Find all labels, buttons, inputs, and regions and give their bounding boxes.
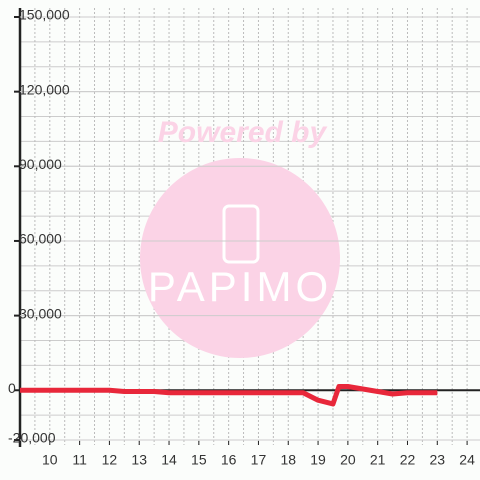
x-tick-label: 23 [430, 452, 446, 468]
x-tick-label: 10 [42, 452, 58, 468]
x-tick-label: 14 [161, 452, 177, 468]
x-tick-label: 17 [251, 452, 267, 468]
x-tick-label: 20 [340, 452, 356, 468]
y-tick-label: 30,000 [19, 305, 62, 321]
watermark-logo: PAPIMO [148, 263, 332, 310]
x-tick-label: 12 [102, 452, 118, 468]
watermark-icon [222, 204, 260, 264]
y-tick-label: 150,000 [19, 7, 70, 23]
x-tick-label: 13 [131, 452, 147, 468]
x-tick-label: 24 [459, 452, 475, 468]
y-tick-label: 60,000 [19, 231, 62, 247]
data-line [20, 384, 438, 407]
x-tick-label: 21 [370, 452, 386, 468]
watermark-text: Powered by [158, 116, 328, 149]
y-tick-label: 90,000 [19, 156, 62, 172]
y-tick-label: 0 [8, 380, 16, 396]
x-tick-label: 22 [400, 452, 416, 468]
x-tick-label: 18 [280, 452, 296, 468]
watermark-circle [140, 158, 340, 358]
y-tick-label: -20,000 [8, 430, 56, 446]
y-tick-label: 120,000 [19, 81, 70, 97]
x-tick-label: 16 [221, 452, 237, 468]
x-tick-label: 19 [310, 452, 326, 468]
x-tick-label: 11 [72, 452, 87, 468]
x-tick-label: 15 [191, 452, 207, 468]
